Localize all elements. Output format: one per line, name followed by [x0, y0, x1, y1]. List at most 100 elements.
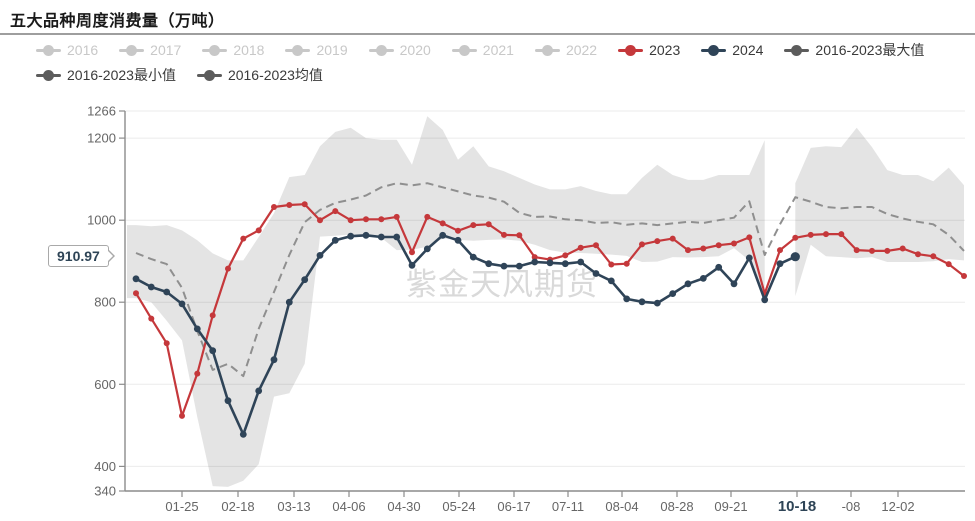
data-point-2023: [148, 315, 155, 322]
legend-item-2022[interactable]: 2022: [534, 42, 597, 58]
data-point-2024: [163, 288, 171, 296]
y-axis-label: 1266: [87, 104, 116, 119]
data-point-2024: [561, 260, 569, 268]
data-point-2024: [393, 233, 401, 241]
data-point-2023: [669, 235, 676, 242]
data-point-2024: [790, 252, 800, 262]
legend-item-label: 2020: [399, 42, 431, 58]
data-point-2024: [669, 290, 677, 297]
data-point-2023: [807, 231, 814, 238]
data-point-2023: [823, 231, 829, 238]
data-point-2023: [623, 260, 630, 267]
data-point-2024: [377, 233, 385, 241]
data-point-2024: [209, 347, 217, 355]
legend-item-2024[interactable]: 2024: [701, 42, 763, 58]
legend-item-2016-2023均值[interactable]: 2016-2023均值: [196, 65, 323, 85]
y-axis-label: 340: [94, 484, 116, 499]
data-point-2024: [546, 259, 554, 267]
legend-series-marker-icon: [196, 69, 222, 81]
legend-item-2016[interactable]: 2016: [36, 42, 98, 58]
data-point-2024: [715, 263, 723, 271]
data-point-2023: [700, 245, 707, 252]
data-point-2023: [639, 241, 645, 248]
data-point-2023: [393, 213, 400, 220]
x-axis-label: 05-24: [442, 499, 475, 514]
data-point-2023: [838, 231, 845, 238]
legend-item-label: 2016-2023均值: [227, 67, 323, 83]
x-axis-label: 09-21: [714, 499, 747, 514]
x-axis-label: 06-17: [497, 499, 530, 514]
data-point-2023: [133, 290, 139, 297]
legend-item-2019[interactable]: 2019: [285, 42, 348, 58]
data-point-2023: [485, 221, 492, 228]
x-axis-label: 04-30: [387, 499, 420, 514]
data-point-2023: [930, 253, 937, 260]
legend-series-marker-icon: [618, 44, 644, 56]
data-point-2024: [439, 231, 447, 239]
legend-series-marker-icon: [119, 44, 145, 56]
data-point-2023: [194, 370, 201, 377]
data-point-2024: [577, 258, 585, 266]
y-axis-label: 1200: [87, 131, 116, 146]
x-axis-label: -08: [842, 499, 861, 514]
y-axis-label: 800: [94, 295, 116, 310]
data-point-2024: [623, 295, 631, 303]
y-axis-label: 600: [94, 377, 116, 392]
data-point-2023: [869, 247, 875, 254]
legend-item-2016-2023最小值[interactable]: 2016-2023最小值: [36, 65, 176, 85]
min-max-band: [795, 127, 964, 297]
legend-row: 2016-2023最小值 2016-2023均值: [36, 66, 924, 84]
legend-series-marker-icon: [36, 44, 61, 56]
data-point-2023: [378, 216, 385, 223]
data-point-2023: [439, 220, 446, 227]
legend-item-label: 2016-2023最小值: [67, 67, 176, 83]
data-point-2023: [777, 247, 783, 254]
data-point-2023: [853, 247, 860, 254]
data-point-2024: [515, 262, 523, 270]
x-axis-label: 03-13: [277, 499, 310, 514]
data-point-2024: [592, 270, 600, 277]
watermark: 紫金天风期货: [406, 267, 598, 302]
legend-series-marker-icon: [368, 44, 394, 56]
data-point-2023: [424, 213, 431, 220]
legend-series-marker-icon: [451, 44, 477, 56]
data-point-2024: [270, 356, 278, 364]
data-point-2024: [469, 253, 477, 261]
legend-item-2023[interactable]: 2023: [618, 42, 680, 58]
data-point-2024: [301, 276, 309, 284]
x-axis-label: 08-28: [660, 499, 693, 514]
legend-item-2020[interactable]: 2020: [368, 42, 431, 58]
legend-series-marker-icon: [285, 44, 311, 56]
legend-item-2021[interactable]: 2021: [451, 42, 514, 58]
data-point-2024: [331, 236, 339, 244]
legend-item-label: 2016: [67, 42, 99, 58]
data-point-2024: [285, 298, 293, 306]
data-point-2024: [408, 261, 416, 269]
data-point-2024: [454, 236, 462, 244]
data-point-2023: [945, 261, 952, 268]
chart-legend: 2016 2017 2018 2019 2020 2021 2022 2023 2024 2016…: [36, 41, 924, 84]
data-point-2023: [409, 249, 415, 256]
data-point-2024: [193, 325, 201, 333]
data-point-2023: [179, 412, 185, 419]
data-point-2023: [516, 232, 523, 239]
data-point-2024: [531, 258, 539, 266]
x-axis-label: 12-02: [881, 499, 914, 514]
data-point-2024: [730, 280, 738, 288]
data-point-2024: [638, 298, 646, 306]
x-axis-label: 02-18: [221, 499, 254, 514]
legend-item-2018[interactable]: 2018: [202, 42, 264, 58]
data-point-2024: [423, 245, 431, 253]
min-max-band: [127, 116, 765, 487]
legend-item-2016-2023最大值[interactable]: 2016-2023最大值: [784, 40, 924, 60]
legend-series-marker-icon: [534, 44, 560, 56]
legend-item-label: 2017: [150, 42, 182, 58]
legend-item-2017[interactable]: 2017: [119, 42, 181, 58]
data-point-2023: [455, 227, 461, 234]
current-value-badge: 910.97: [48, 245, 115, 267]
data-point-2023: [731, 240, 737, 247]
data-point-2023: [286, 202, 293, 208]
data-point-2023: [654, 238, 661, 245]
legend-series-marker-icon: [202, 44, 228, 56]
